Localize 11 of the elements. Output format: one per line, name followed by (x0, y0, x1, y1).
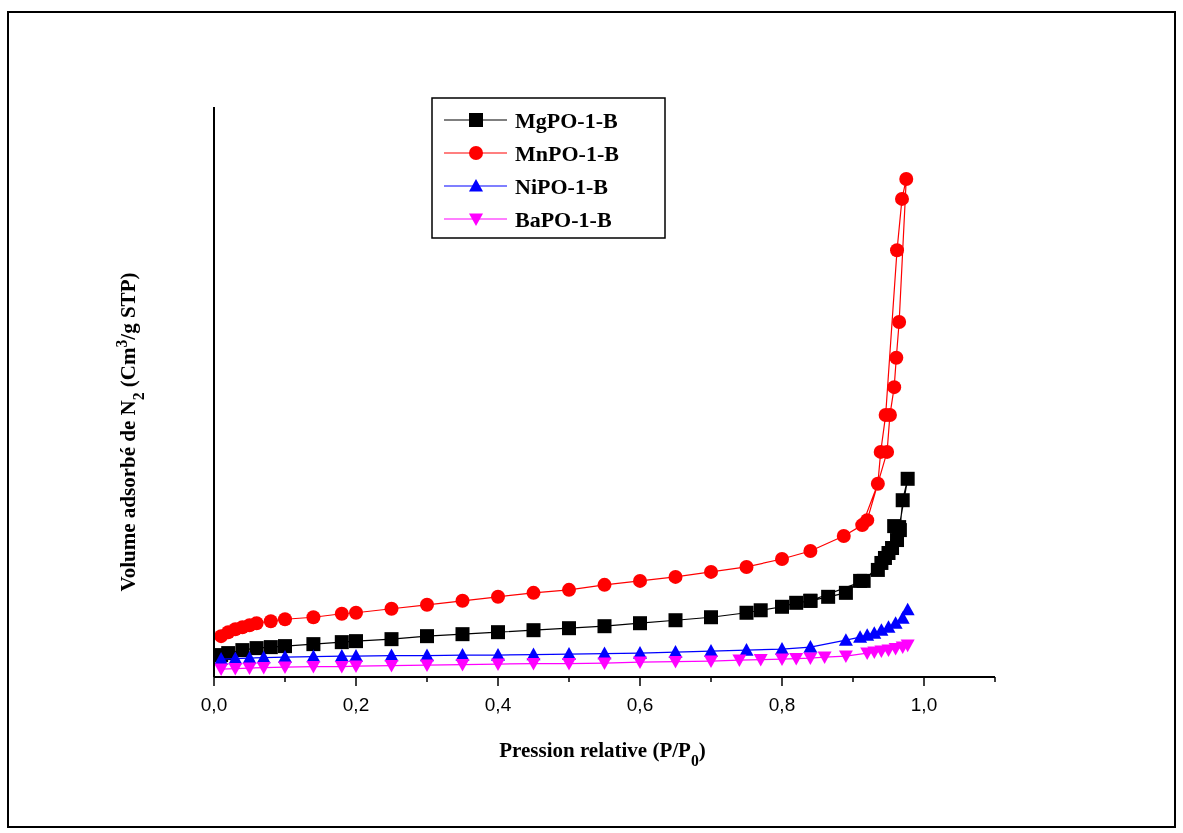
legend-label: MgPO-1-B (515, 108, 618, 133)
x-axis-title: Pression relative (P/P$_{0}$) (499, 738, 706, 769)
x-tick-label: 0,0 (200, 694, 228, 715)
x-tick-label: 0,4 (484, 694, 512, 715)
legend-label: NiPO-1-B (515, 174, 609, 199)
legend-label: BaPO-1-B (515, 207, 612, 232)
x-tick-label: 0,6 (626, 694, 654, 715)
x-tick-label: 0,8 (768, 694, 796, 715)
legend-label: MnPO-1-B (515, 141, 620, 166)
x-tick-label: 1,0 (910, 694, 938, 715)
x-tick-label: 0,2 (342, 694, 370, 715)
